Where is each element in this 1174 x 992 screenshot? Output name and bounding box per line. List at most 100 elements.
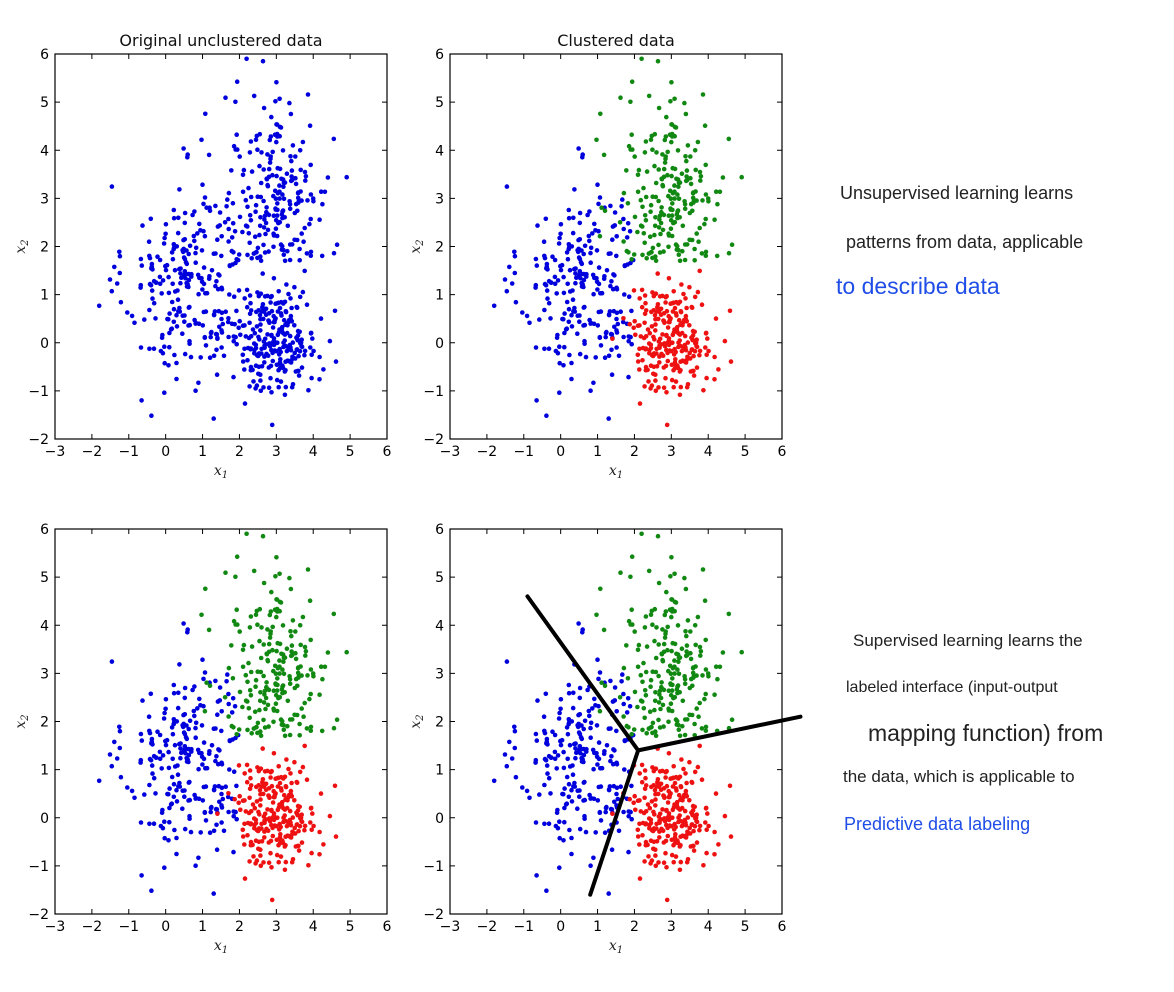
data-point <box>555 278 561 283</box>
data-point <box>289 643 295 648</box>
data-point <box>582 322 588 328</box>
data-point <box>692 329 697 335</box>
data-point <box>215 811 220 816</box>
data-point <box>683 629 688 634</box>
data-point <box>287 808 293 814</box>
data-point <box>268 775 273 780</box>
data-point <box>140 223 145 228</box>
data-point <box>666 751 672 756</box>
data-point <box>189 749 194 754</box>
data-point <box>299 819 305 825</box>
data-point <box>219 785 225 791</box>
data-point <box>158 823 164 829</box>
data-point <box>247 320 252 326</box>
data-point <box>566 245 572 250</box>
data-point <box>258 690 263 695</box>
data-point <box>652 223 658 229</box>
data-point <box>167 819 172 825</box>
data-point <box>656 198 661 204</box>
data-point <box>504 184 510 189</box>
data-point <box>187 718 193 724</box>
data-point <box>217 799 222 805</box>
data-point <box>107 752 113 757</box>
data-point <box>226 226 231 232</box>
data-point <box>635 704 640 710</box>
data-point <box>670 676 675 681</box>
y-tick-label: −2 <box>423 907 444 923</box>
x-tick-label: 2 <box>630 919 639 935</box>
data-point <box>662 137 668 143</box>
data-point <box>303 649 309 654</box>
data-point <box>217 210 223 215</box>
data-point <box>288 586 294 592</box>
data-point <box>687 759 692 765</box>
data-point <box>217 324 222 330</box>
data-point <box>167 786 172 791</box>
data-point <box>264 205 269 210</box>
data-point <box>621 190 627 196</box>
data-point <box>195 231 200 236</box>
y-tick-label: 0 <box>435 336 444 352</box>
data-point <box>241 642 247 648</box>
data-point <box>541 239 547 244</box>
data-point <box>713 791 719 796</box>
data-point <box>277 305 283 311</box>
data-point <box>332 783 338 789</box>
data-point <box>281 659 286 664</box>
data-point <box>660 227 666 233</box>
x-tick-label: 6 <box>778 919 787 935</box>
data-point <box>230 676 236 681</box>
data-point <box>597 670 603 675</box>
data-point <box>533 820 539 825</box>
data-point <box>720 175 726 180</box>
data-point <box>274 648 279 654</box>
data-point <box>322 189 328 195</box>
data-point <box>647 805 653 811</box>
data-point <box>597 708 603 714</box>
data-point <box>132 320 137 326</box>
data-point <box>661 365 667 370</box>
data-point <box>268 300 273 305</box>
data-point <box>550 254 555 259</box>
data-point <box>683 771 688 776</box>
data-point <box>643 693 649 698</box>
y-tick-label: 5 <box>435 95 444 111</box>
data-point <box>557 835 562 841</box>
data-point <box>537 792 542 797</box>
data-point <box>575 313 580 319</box>
data-point <box>576 712 581 718</box>
data-point <box>653 316 658 322</box>
data-point <box>293 650 298 656</box>
data-point <box>684 305 689 311</box>
data-point <box>240 704 245 710</box>
data-point <box>677 733 683 739</box>
data-point <box>302 348 308 354</box>
data-point <box>276 859 282 865</box>
data-point <box>242 821 247 827</box>
data-point <box>557 819 562 824</box>
data-point <box>691 843 696 849</box>
data-point <box>244 762 250 768</box>
data-point <box>502 277 508 282</box>
data-point <box>289 158 294 164</box>
data-point <box>296 828 301 834</box>
data-point <box>247 768 253 773</box>
data-point <box>281 671 287 677</box>
data-point <box>628 147 633 152</box>
y-axis-label: x2 <box>13 714 31 728</box>
data-point <box>208 805 214 811</box>
data-point <box>696 714 701 719</box>
data-point <box>706 674 711 679</box>
data-point <box>140 698 145 703</box>
data-point <box>225 319 231 325</box>
data-point <box>651 826 657 831</box>
data-point <box>257 223 263 229</box>
data-point <box>263 695 269 701</box>
data-point <box>548 755 554 760</box>
data-point <box>673 349 678 355</box>
data-point <box>653 328 658 333</box>
chart-title: Clustered data <box>557 31 675 50</box>
data-point <box>685 829 690 835</box>
data-point <box>598 343 604 348</box>
data-point <box>256 364 262 370</box>
